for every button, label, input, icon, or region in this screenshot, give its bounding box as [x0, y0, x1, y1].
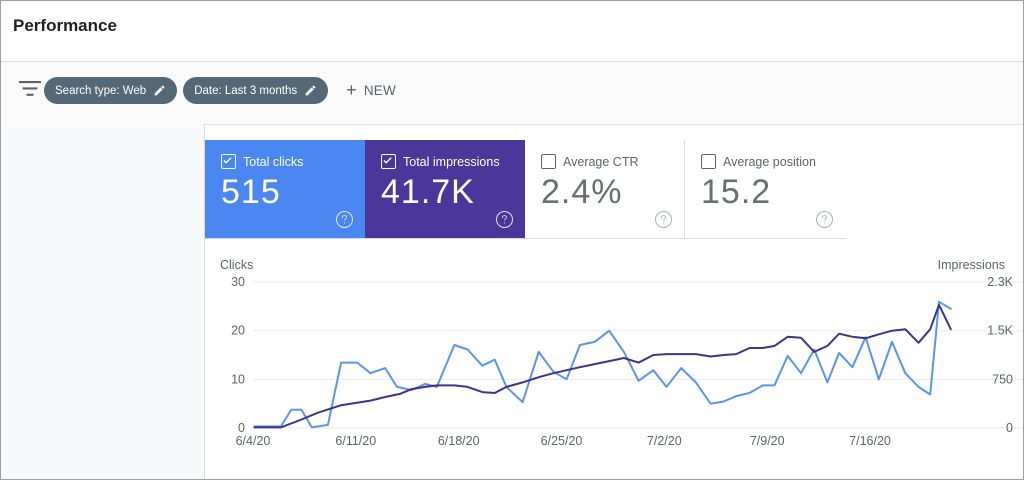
svg-text:0: 0	[238, 421, 245, 435]
svg-text:30: 30	[231, 275, 245, 289]
svg-text:7/9/20: 7/9/20	[750, 434, 785, 448]
svg-text:0: 0	[1006, 421, 1013, 435]
svg-text:7/2/20: 7/2/20	[647, 434, 682, 448]
svg-text:2.3K: 2.3K	[987, 275, 1013, 289]
svg-text:1.5K: 1.5K	[987, 324, 1013, 338]
svg-text:10: 10	[231, 372, 245, 386]
svg-text:750: 750	[992, 372, 1013, 386]
svg-text:6/25/20: 6/25/20	[541, 434, 583, 448]
svg-text:20: 20	[231, 324, 245, 338]
svg-text:6/18/20: 6/18/20	[438, 434, 480, 448]
svg-text:7/16/20: 7/16/20	[849, 434, 891, 448]
svg-text:6/11/20: 6/11/20	[335, 434, 376, 448]
svg-text:6/4/20: 6/4/20	[236, 434, 271, 448]
